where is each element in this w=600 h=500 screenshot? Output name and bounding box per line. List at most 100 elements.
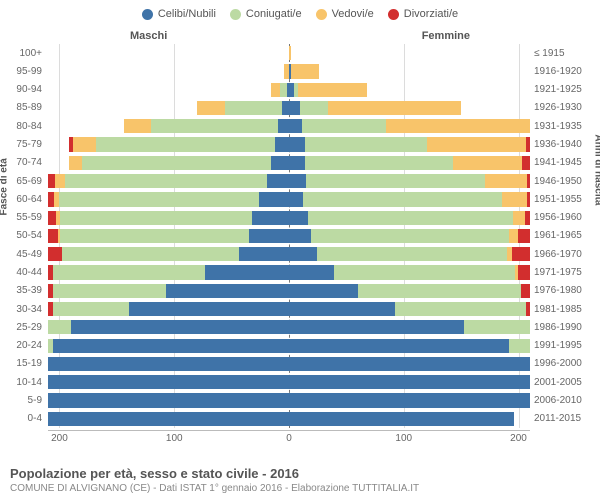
birth-year-label: 2011-2015 [534, 413, 592, 424]
female-half [289, 117, 530, 135]
male-half [48, 410, 289, 428]
female-half [289, 209, 530, 227]
age-label: 100+ [8, 48, 42, 59]
male-half [48, 117, 289, 135]
age-label: 20-24 [8, 340, 42, 351]
x-tick-label: 100 [395, 433, 412, 444]
age-row: 70-741941-1945 [48, 154, 530, 172]
bar-segment-celibi [289, 412, 514, 426]
bar-segment-divorziati [48, 247, 62, 261]
bar [48, 101, 289, 115]
female-half [289, 99, 530, 117]
age-label: 70-74 [8, 157, 42, 168]
bar [48, 247, 289, 261]
age-label: 45-49 [8, 249, 42, 260]
bar [289, 46, 530, 60]
bar-segment-celibi [289, 174, 306, 188]
legend-label: Coniugati/e [246, 8, 302, 20]
birth-year-label: 1996-2000 [534, 358, 592, 369]
birth-year-label: 1986-1990 [534, 322, 592, 333]
bar [289, 375, 530, 389]
bar-segment-coniugati [59, 192, 259, 206]
chart-subtitle: COMUNE DI ALVIGNANO (CE) - Dati ISTAT 1°… [10, 483, 590, 494]
bar [48, 46, 289, 60]
age-label: 35-39 [8, 285, 42, 296]
female-half [289, 318, 530, 336]
bar [289, 412, 530, 426]
bar-segment-vedovi [485, 174, 527, 188]
male-half [48, 154, 289, 172]
female-half [289, 263, 530, 281]
bar-segment-divorziati [48, 229, 58, 243]
bar-segment-celibi [289, 393, 530, 407]
bar-segment-coniugati [53, 302, 130, 316]
bar-segment-divorziati [526, 137, 530, 151]
birth-year-label: 1926-1930 [534, 102, 592, 113]
bar-segment-divorziati [518, 229, 530, 243]
bar-segment-coniugati [82, 156, 270, 170]
bar-segment-celibi [289, 265, 334, 279]
bar-segment-celibi [239, 247, 289, 261]
birth-year-label: 2006-2010 [534, 395, 592, 406]
bar-segment-celibi [48, 357, 289, 371]
age-label: 30-34 [8, 304, 42, 315]
bar [289, 211, 530, 225]
bar [48, 393, 289, 407]
age-row: 25-291986-1990 [48, 318, 530, 336]
age-label: 75-79 [8, 139, 42, 150]
bar-segment-coniugati [306, 174, 484, 188]
bar-segment-celibi [289, 101, 300, 115]
age-row: 65-691946-1950 [48, 172, 530, 190]
bar-segment-celibi [289, 302, 395, 316]
bar-segment-coniugati [305, 156, 453, 170]
age-row: 85-891926-1930 [48, 99, 530, 117]
male-half [48, 227, 289, 245]
bar-segment-vedovi [328, 101, 461, 115]
legend-label: Divorziati/e [404, 8, 458, 20]
birth-year-label: 1976-1980 [534, 285, 592, 296]
legend-swatch [142, 9, 153, 20]
age-row: 100+≤ 1915 [48, 44, 530, 62]
bar-segment-divorziati [525, 211, 530, 225]
bar-segment-coniugati [302, 119, 386, 133]
male-half [48, 172, 289, 190]
bar-segment-coniugati [280, 83, 287, 97]
bar [289, 247, 530, 261]
legend-swatch [388, 9, 399, 20]
x-tick-label: 0 [286, 433, 292, 444]
age-label: 60-64 [8, 194, 42, 205]
bar-segment-coniugati [48, 320, 71, 334]
bar [289, 174, 530, 188]
male-half [48, 263, 289, 281]
female-half [289, 154, 530, 172]
x-tick-label: 200 [51, 433, 68, 444]
bar-segment-celibi [252, 211, 289, 225]
bar-segment-coniugati [358, 284, 521, 298]
bar-segment-divorziati [522, 156, 530, 170]
bar-segment-divorziati [526, 302, 530, 316]
bar-segment-coniugati [311, 229, 508, 243]
chart-footer: Popolazione per età, sesso e stato civil… [10, 466, 590, 494]
bar-segment-coniugati [53, 265, 206, 279]
bar [289, 357, 530, 371]
age-label: 95-99 [8, 66, 42, 77]
bar-segment-coniugati [60, 211, 252, 225]
bar-segment-celibi [129, 302, 289, 316]
birth-year-label: 1916-1920 [534, 66, 592, 77]
legend-item: Divorziati/e [388, 8, 458, 20]
age-row: 75-791936-1940 [48, 135, 530, 153]
female-header: Femmine [422, 30, 470, 42]
age-row: 30-341981-1985 [48, 300, 530, 318]
bar [289, 229, 530, 243]
age-row: 50-541961-1965 [48, 227, 530, 245]
bar-segment-coniugati [464, 320, 530, 334]
birth-year-label: 2001-2005 [534, 377, 592, 388]
bar-segment-celibi [48, 393, 289, 407]
female-half [289, 44, 530, 62]
bar-segment-celibi [289, 320, 464, 334]
male-half [48, 190, 289, 208]
male-half [48, 337, 289, 355]
bar [289, 137, 530, 151]
bar-segment-divorziati [48, 174, 55, 188]
bar-segment-divorziati [527, 174, 530, 188]
